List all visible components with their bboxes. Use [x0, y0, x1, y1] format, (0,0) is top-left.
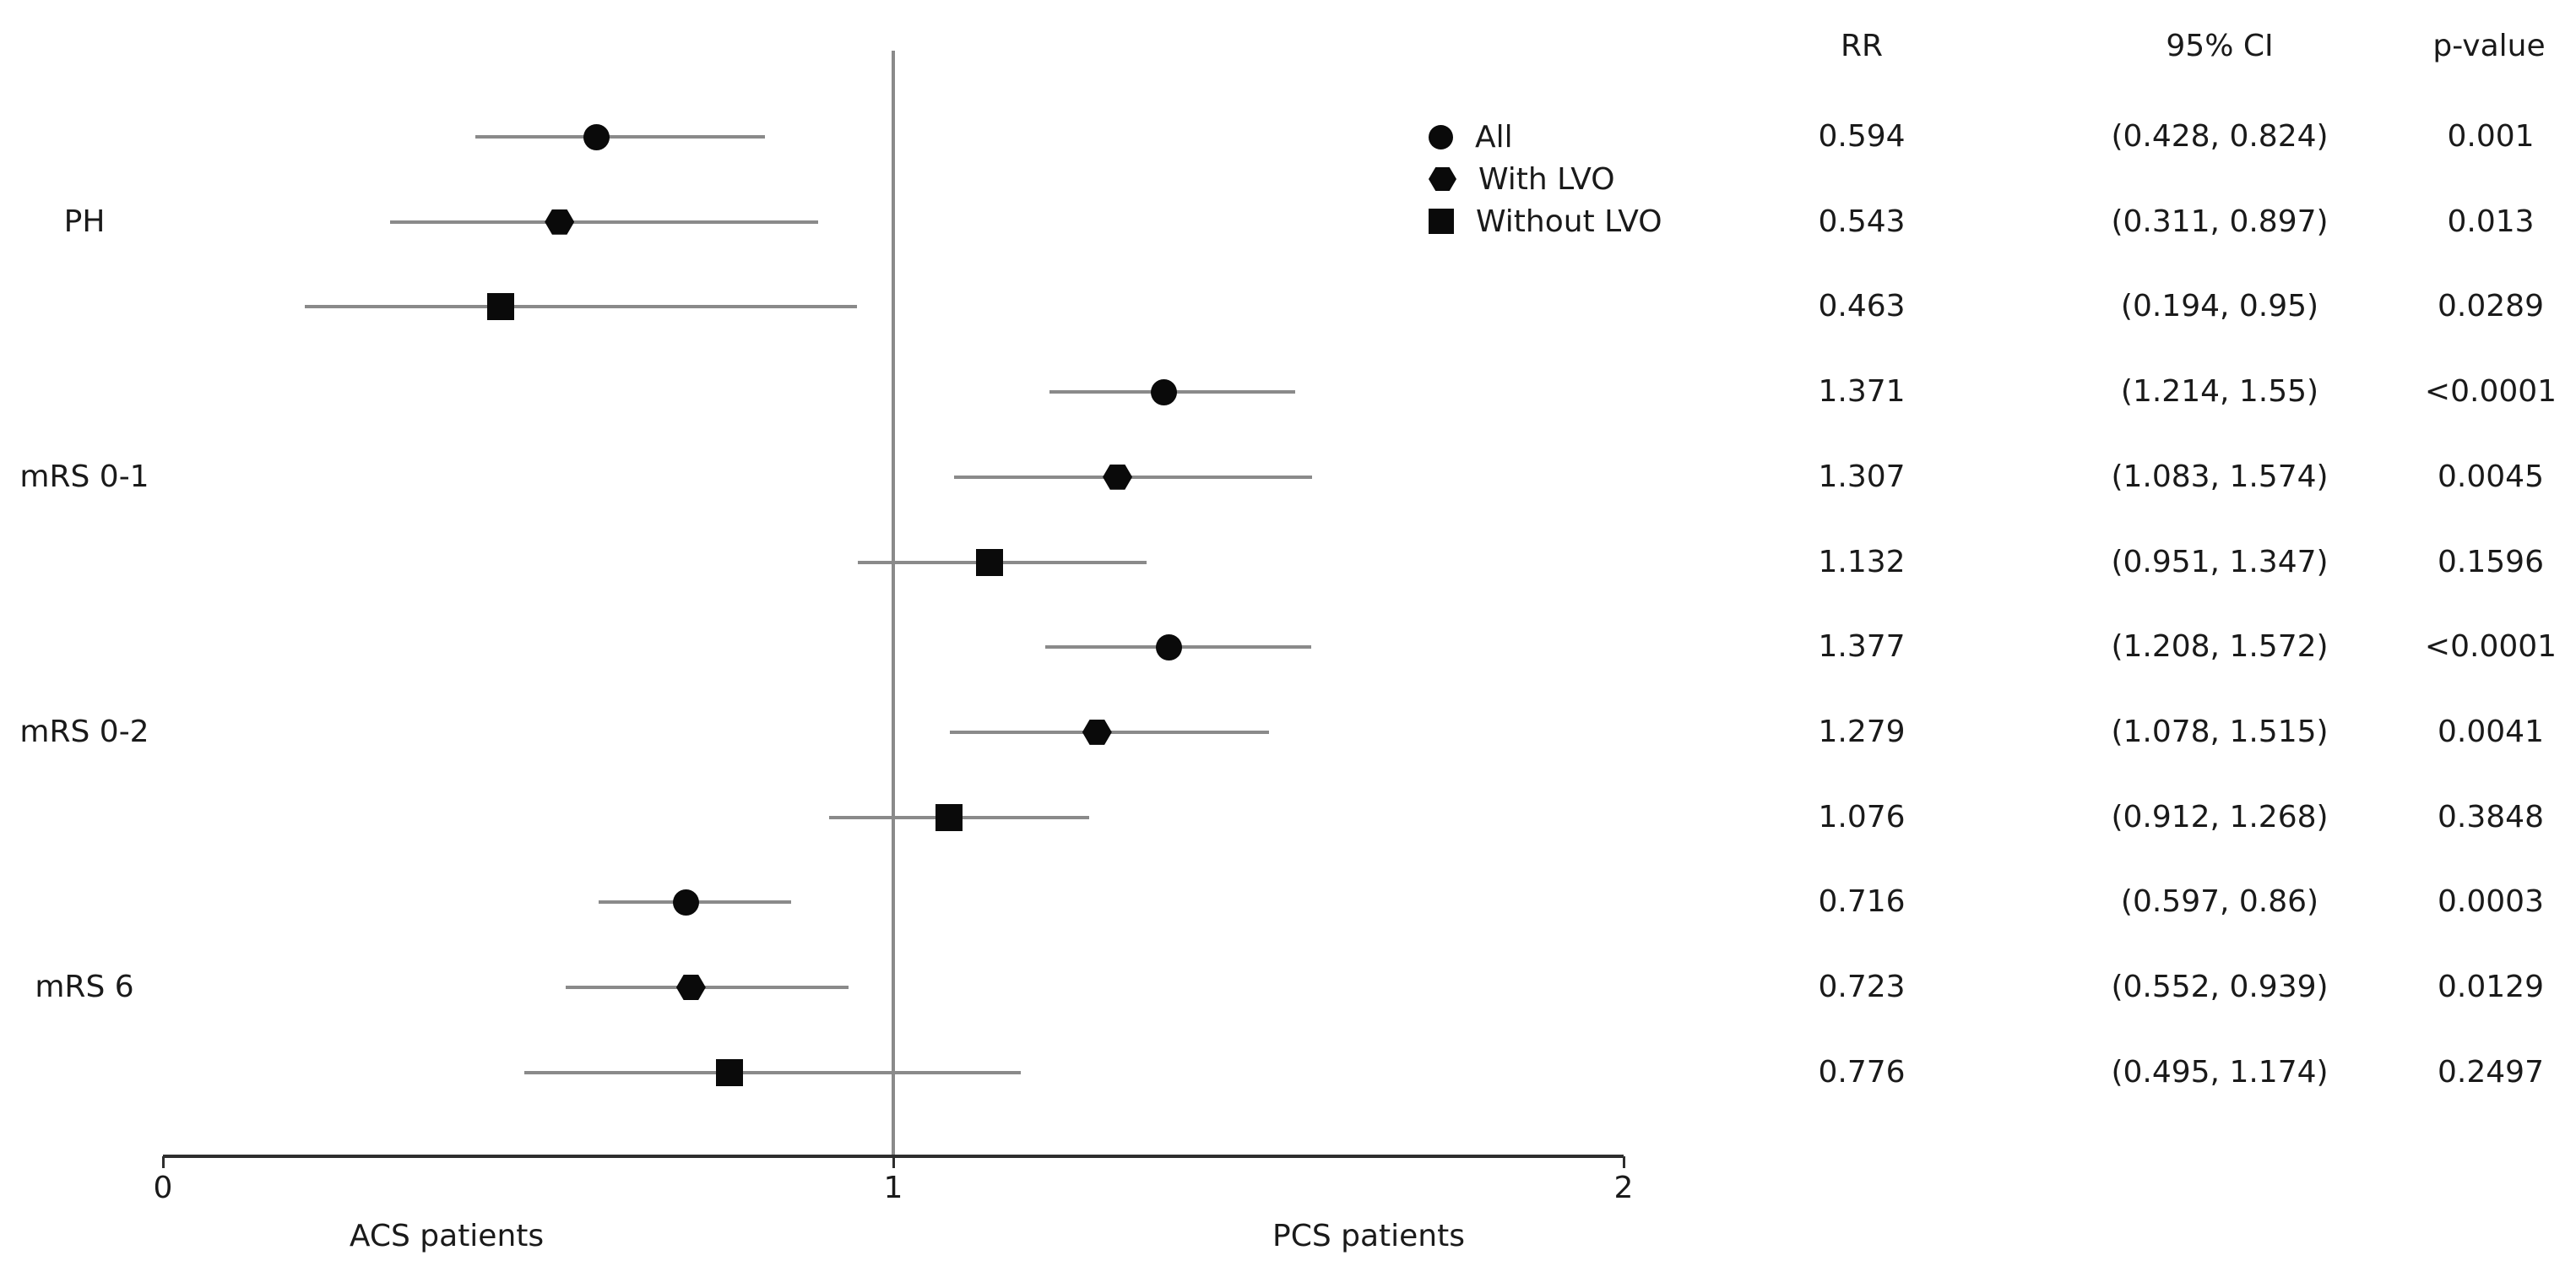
ci-line [953, 475, 1313, 479]
rr-value: 1.076 [1818, 799, 1906, 834]
marker-circle [583, 123, 610, 150]
p-value: 0.3848 [2438, 799, 2544, 834]
p-value: 0.2497 [2438, 1054, 2544, 1090]
rr-value: 0.723 [1818, 970, 1906, 1005]
marker-square [487, 293, 515, 321]
marker-circle [1151, 378, 1178, 405]
rr-value: 1.307 [1818, 459, 1906, 494]
x-axis-caption-left: ACS patients [349, 1219, 545, 1254]
group-label: mRS 0-1 [19, 459, 149, 494]
hexagon-marker-icon [1429, 167, 1456, 191]
ci-value: (0.495, 1.174) [2111, 1054, 2329, 1090]
legend-item-all: All [1429, 116, 1662, 158]
marker-circle [672, 889, 699, 916]
ci-value: (0.194, 0.95) [2120, 289, 2319, 324]
x-axis-tick [161, 1156, 165, 1168]
ci-value: (1.208, 1.572) [2111, 629, 2329, 665]
group-label: mRS 6 [35, 970, 134, 1005]
x-tick-label: 0 [153, 1171, 173, 1206]
rr-value: 1.132 [1818, 544, 1906, 579]
legend-item-without-lvo: Without LVO [1429, 200, 1662, 242]
ci-value: (0.597, 0.86) [2120, 884, 2319, 920]
rr-value: 0.716 [1818, 884, 1906, 920]
legend: All With LVO Without LVO [1429, 116, 1662, 242]
rr-value: 1.279 [1818, 715, 1906, 750]
square-marker-icon [1429, 209, 1454, 234]
legend-label-without-lvo: Without LVO [1476, 204, 1662, 239]
p-value: 0.001 [2447, 119, 2535, 155]
table-header-rr: RR [1840, 29, 1884, 64]
marker-hexagon [1103, 464, 1133, 490]
group-label: PH [63, 204, 106, 239]
ci-value: (1.214, 1.55) [2120, 374, 2319, 410]
p-value: 0.0129 [2438, 970, 2544, 1005]
p-value: 0.0003 [2438, 884, 2544, 920]
ci-value: (0.912, 1.268) [2111, 799, 2329, 834]
marker-circle [1155, 633, 1182, 660]
marker-hexagon [1082, 719, 1112, 745]
circle-marker-icon [1429, 124, 1453, 149]
marker-hexagon [675, 975, 706, 1000]
p-value: 0.1596 [2438, 544, 2544, 579]
p-value: 0.0289 [2438, 289, 2544, 324]
table-header-p: p-value [2432, 29, 2546, 64]
p-value: 0.0041 [2438, 715, 2544, 750]
ci-value: (1.078, 1.515) [2111, 715, 2329, 750]
ci-line [566, 986, 849, 989]
x-axis-caption-right: PCS patients [1272, 1219, 1466, 1254]
legend-label-all: All [1475, 119, 1513, 155]
rr-value: 1.377 [1818, 629, 1906, 665]
reference-line [892, 51, 895, 1156]
ci-line [390, 220, 818, 224]
p-value: <0.0001 [2424, 374, 2557, 410]
x-tick-label: 2 [1613, 1171, 1634, 1206]
rr-value: 0.543 [1818, 204, 1906, 239]
rr-value: 0.463 [1818, 289, 1906, 324]
ci-line [524, 1070, 1021, 1074]
ci-value: (0.428, 0.824) [2111, 119, 2329, 155]
x-tick-label: 1 [883, 1171, 903, 1206]
p-value: <0.0001 [2424, 629, 2557, 665]
p-value: 0.013 [2447, 204, 2535, 239]
ci-line [304, 305, 857, 309]
ci-value: (1.083, 1.574) [2111, 459, 2329, 494]
legend-item-with-lvo: With LVO [1429, 158, 1662, 200]
rr-value: 0.594 [1818, 119, 1906, 155]
marker-square [976, 548, 1004, 576]
p-value: 0.0045 [2438, 459, 2544, 494]
marker-square [935, 803, 963, 831]
table-header-ci: 95% CI [2166, 29, 2274, 64]
ci-value: (0.311, 0.897) [2111, 204, 2329, 239]
group-label: mRS 0-2 [19, 715, 149, 750]
ci-line [475, 135, 765, 139]
legend-label-with-lvo: With LVO [1478, 161, 1615, 197]
rr-value: 1.371 [1818, 374, 1906, 410]
marker-square [716, 1058, 744, 1086]
ci-value: (0.552, 0.939) [2111, 970, 2329, 1005]
rr-value: 0.776 [1818, 1054, 1906, 1090]
x-axis-tick [1622, 1156, 1625, 1168]
x-axis-tick [892, 1156, 895, 1168]
marker-hexagon [545, 209, 575, 235]
ci-value: (0.951, 1.347) [2111, 544, 2329, 579]
